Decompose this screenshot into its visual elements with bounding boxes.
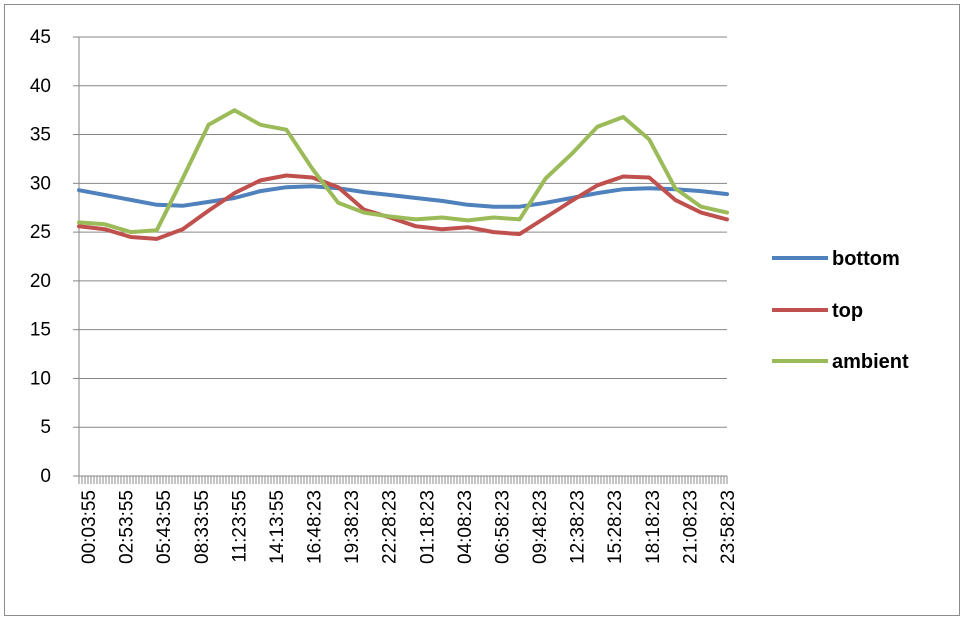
x-tick-label: 04:08:23 bbox=[455, 490, 476, 564]
y-tick-label: 25 bbox=[30, 222, 51, 243]
x-tick-label: 15:28:23 bbox=[605, 490, 626, 564]
x-tick-label: 08:33:55 bbox=[192, 490, 213, 564]
x-tick-label: 14:13:55 bbox=[267, 490, 288, 564]
y-tick-label: 10 bbox=[30, 368, 51, 389]
x-tick-label: 09:48:23 bbox=[530, 490, 551, 564]
y-tick-label: 5 bbox=[40, 417, 51, 438]
x-tick-label: 00:03:55 bbox=[79, 490, 100, 564]
x-tick-label: 11:23:55 bbox=[229, 490, 250, 563]
y-tick-label: 35 bbox=[30, 125, 51, 146]
x-tick-label: 21:08:23 bbox=[680, 490, 701, 564]
x-tick-label: 12:38:23 bbox=[568, 490, 589, 564]
legend-label-bottom: bottom bbox=[832, 248, 900, 270]
series-line-ambient bbox=[77, 108, 729, 235]
y-tick-label: 45 bbox=[30, 27, 51, 48]
x-tick-label: 22:28:23 bbox=[380, 490, 401, 564]
x-tick-label: 05:43:55 bbox=[154, 490, 175, 564]
series-line-bottom bbox=[77, 184, 729, 209]
y-tick-label: 20 bbox=[30, 271, 51, 292]
y-tick-label: 15 bbox=[30, 320, 51, 341]
x-tick-label: 06:58:23 bbox=[492, 490, 513, 564]
legend-label-top: top bbox=[832, 300, 863, 322]
y-tick-label: 0 bbox=[40, 466, 51, 487]
x-tick-label: 23:58:23 bbox=[718, 490, 739, 564]
y-tick-label: 30 bbox=[30, 173, 51, 194]
x-tick-label: 02:53:55 bbox=[117, 490, 138, 564]
series-line-top bbox=[77, 173, 729, 241]
x-tick-label: 19:38:23 bbox=[342, 490, 363, 564]
x-tick-label: 01:18:23 bbox=[417, 490, 438, 564]
x-tick-label: 16:48:23 bbox=[305, 490, 326, 564]
x-tick-label: 18:18:23 bbox=[643, 490, 664, 564]
y-tick-label: 40 bbox=[30, 76, 51, 97]
legend-label-ambient: ambient bbox=[832, 351, 909, 373]
